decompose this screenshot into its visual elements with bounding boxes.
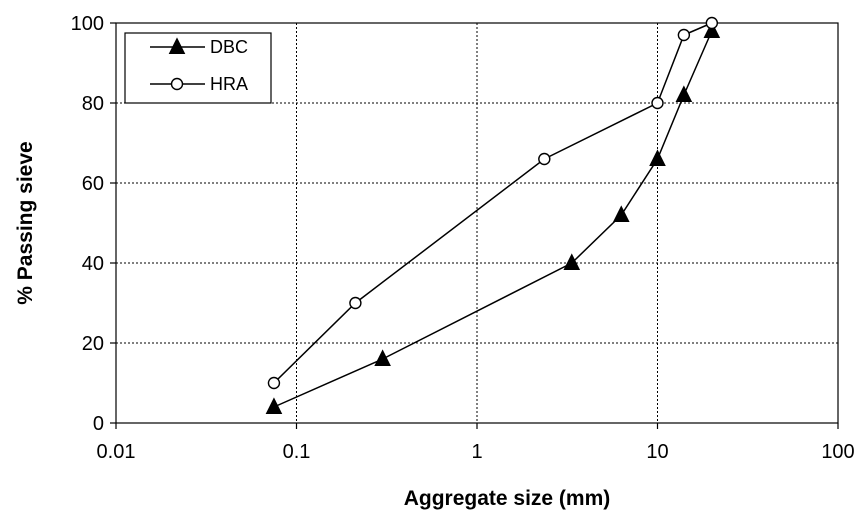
- x-tick-label: 0.1: [283, 441, 311, 463]
- legend-item: HRA: [150, 74, 248, 94]
- data-point-circle: [538, 152, 551, 166]
- data-point-triangle: [265, 397, 283, 414]
- series-dbc: [265, 21, 721, 414]
- legend: DBC HRA: [124, 32, 272, 104]
- data-point-triangle: [374, 349, 391, 366]
- series-line: [273, 30, 713, 408]
- data-point-circle: [267, 376, 281, 390]
- x-tick-label: 10: [646, 441, 668, 463]
- legend-label: DBC: [210, 37, 248, 57]
- series-line: [273, 22, 713, 384]
- data-point-circle: [677, 28, 691, 42]
- data-point-circle: [651, 96, 664, 110]
- data-point-triangle: [675, 85, 693, 102]
- data-point-triangle: [649, 149, 666, 166]
- legend-label: HRA: [210, 74, 248, 94]
- x-tick-label: 0.01: [97, 441, 136, 463]
- axis-ticks: 0 20 40 60 80 100 0.01 0.1 1 10 100: [71, 13, 855, 463]
- x-axis-title: Aggregate size (mm): [404, 487, 611, 510]
- y-axis-title: % Passing sieve: [14, 141, 37, 304]
- y-tick-label: 100: [71, 13, 104, 35]
- y-tick-label: 80: [82, 93, 104, 115]
- y-tick-label: 20: [82, 333, 104, 355]
- y-tick-label: 40: [82, 253, 104, 275]
- data-point-triangle: [703, 21, 721, 38]
- data-point-circle: [349, 296, 362, 310]
- series-group: [265, 16, 721, 414]
- x-tick-label: 100: [821, 441, 854, 463]
- y-tick-label: 0: [93, 413, 104, 435]
- data-point-triangle: [563, 253, 581, 270]
- data-point-circle: [170, 77, 184, 91]
- y-tick-label: 60: [82, 173, 104, 195]
- series-hra: [267, 16, 719, 390]
- data-point-triangle: [168, 37, 186, 54]
- legend-item: DBC: [150, 37, 248, 57]
- x-tick-label: 1: [471, 441, 482, 463]
- data-point-triangle: [612, 205, 630, 222]
- legend-box: [124, 32, 272, 104]
- data-point-circle: [705, 16, 719, 30]
